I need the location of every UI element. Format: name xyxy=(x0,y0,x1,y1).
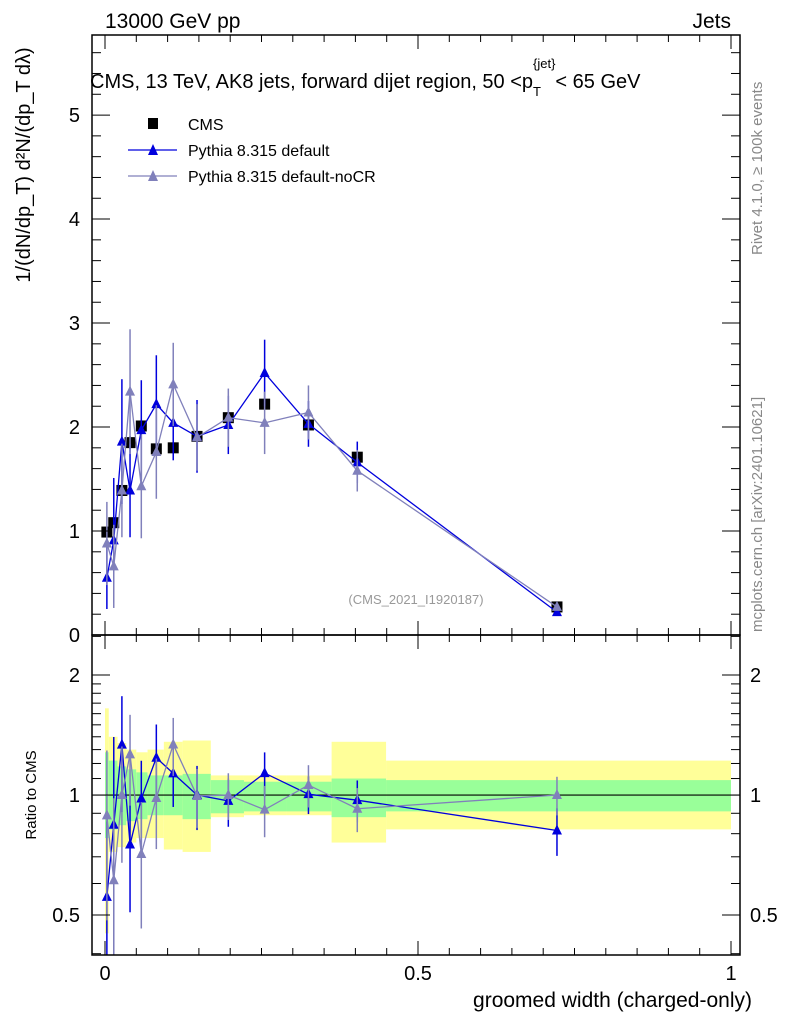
analysis-tag: (CMS_2021_I1920187) xyxy=(348,592,483,607)
legend-marker-nocr xyxy=(148,170,158,181)
ratio-tick-label-right: 0.5 xyxy=(750,905,778,927)
title-main: CMS, 13 TeV, AK8 jets, forward dijet reg… xyxy=(90,71,533,93)
y-tick-label: 2 xyxy=(69,417,80,439)
ratio-point xyxy=(108,874,119,885)
y-tick-label: 5 xyxy=(69,105,80,127)
data-point-mc xyxy=(551,600,562,611)
data-point-mc xyxy=(136,480,147,491)
ratio-point xyxy=(303,779,314,790)
data-point-mc xyxy=(116,435,127,446)
mcplots-label: mcplots.cern.ch [arXiv:2401.10621] xyxy=(749,397,766,632)
ratio-point xyxy=(151,791,162,802)
data-point-mc xyxy=(101,537,112,548)
ratio-point xyxy=(125,748,136,759)
data-point-mc xyxy=(551,606,562,617)
ratio-point xyxy=(168,738,179,749)
data-point-mc xyxy=(223,411,234,422)
data-point-mc xyxy=(352,464,363,475)
ratio-tick-label-right: 2 xyxy=(750,665,761,687)
ratio-point xyxy=(136,792,147,803)
y-tick-label: 3 xyxy=(69,313,80,335)
legend: CMS Pythia 8.315 default Pythia 8.315 de… xyxy=(128,117,376,186)
ratio-point xyxy=(551,789,562,800)
ratio-point xyxy=(116,738,127,749)
ratio-tick-label-right: 1 xyxy=(750,785,761,807)
series-line-1 xyxy=(106,371,558,613)
ratio-point xyxy=(259,803,270,814)
y-tick-label: 1 xyxy=(69,521,80,543)
x-tick-label: 1 xyxy=(725,963,736,985)
ratio-point xyxy=(116,789,127,800)
data-point-mc xyxy=(303,406,314,417)
data-point-mc xyxy=(116,484,127,495)
ratio-point xyxy=(151,751,162,762)
data-point-mc xyxy=(151,398,162,409)
ratio-point xyxy=(223,789,234,800)
y-tick-label: 0 xyxy=(69,625,80,647)
ratio-tick-label: 0.5 xyxy=(52,905,80,927)
ratio-tick-label: 2 xyxy=(69,665,80,687)
rivet-label: Rivet 4.1.0, ≥ 100k events xyxy=(749,82,766,255)
title-tail: < 65 GeV xyxy=(555,71,641,93)
data-point-mc xyxy=(108,560,119,571)
title-sub: T xyxy=(533,84,541,99)
data-point-mc xyxy=(151,445,162,456)
ratio-tick-label: 1 xyxy=(69,785,80,807)
chart-title: CMS, 13 TeV, AK8 jets, forward dijet reg… xyxy=(90,56,641,99)
data-point-mc xyxy=(259,366,270,377)
ratio-point xyxy=(125,838,136,849)
ratio-bands xyxy=(92,708,740,934)
data-point-mc xyxy=(259,416,270,427)
title-sup: {jet} xyxy=(533,56,556,71)
data-point-mc xyxy=(136,424,147,435)
x-tick-label: 0.5 xyxy=(404,963,432,985)
legend-label-cms: CMS xyxy=(188,117,224,134)
axes: 0 0.5 1 0 1 2 3 4 5 0.5 0.5 1 1 2 2 xyxy=(52,34,778,985)
series-line-2 xyxy=(106,382,558,608)
x-tick-label: 0 xyxy=(99,963,110,985)
header-left: 13000 GeV pp xyxy=(105,10,240,33)
x-axis-label: groomed width (charged-only) xyxy=(473,989,752,1012)
legend-label-default: Pythia 8.315 default xyxy=(188,143,330,160)
ratio-point xyxy=(352,802,363,813)
ratio-point xyxy=(192,789,203,800)
ratio-point xyxy=(259,767,270,778)
data-point-mc xyxy=(125,385,136,396)
data-point-mc xyxy=(168,378,179,389)
data-point-mc xyxy=(125,484,136,495)
ratio-point xyxy=(101,809,112,820)
ratio-y-axis-label: Ratio to CMS xyxy=(23,750,40,839)
y-axis-label: 1/(dN/dp_T) d²N/(dp_T dλ) xyxy=(13,47,35,282)
legend-label-nocr: Pythia 8.315 default-noCR xyxy=(188,169,376,186)
data-point-mc xyxy=(192,431,203,442)
ratio-point xyxy=(136,847,147,858)
y-tick-label: 4 xyxy=(69,209,80,231)
ratio-point xyxy=(551,824,562,835)
legend-marker-cms xyxy=(148,118,158,129)
chart-marks xyxy=(101,329,563,955)
legend-marker-default xyxy=(148,144,158,155)
header-right: Jets xyxy=(692,10,731,33)
